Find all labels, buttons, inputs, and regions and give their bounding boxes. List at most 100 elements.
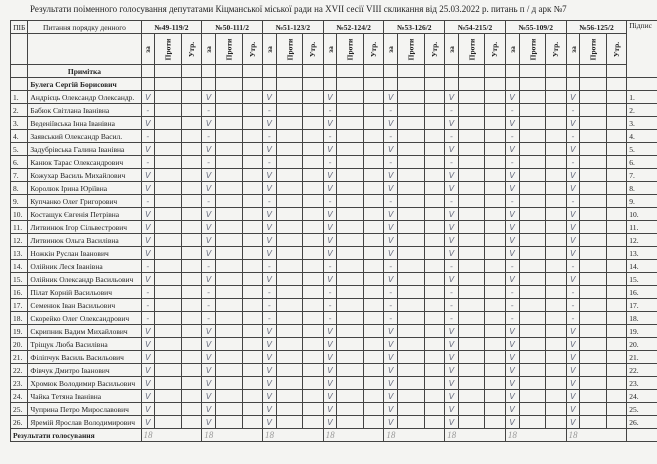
row-number: 26. xyxy=(9,415,29,429)
deputy-row: 15. Олійник Олександр Васильович V V V V V V V V 1… xyxy=(9,272,657,286)
empty-cell xyxy=(302,181,324,195)
empty-cell xyxy=(302,233,324,247)
vote-mark: - xyxy=(383,103,399,117)
empty-cell xyxy=(363,259,385,273)
row-number: 20. xyxy=(9,337,29,351)
result-count: 18 xyxy=(140,428,203,442)
empty-cell xyxy=(214,142,243,156)
empty-cell xyxy=(579,311,607,325)
empty-cell xyxy=(363,181,385,195)
vote-mark: V xyxy=(201,246,216,260)
empty-cell xyxy=(302,207,324,221)
empty-cell xyxy=(605,103,628,117)
question-header: №54-215/2 xyxy=(444,20,506,34)
empty-cell xyxy=(484,259,506,273)
empty-cell xyxy=(605,324,628,338)
row-number: 11. xyxy=(9,220,29,234)
empty-cell xyxy=(214,415,243,429)
empty-cell xyxy=(579,142,607,156)
empty-cell xyxy=(214,181,243,195)
empty-cell xyxy=(302,246,324,260)
empty-cell xyxy=(423,311,446,325)
signature-cell: 25. xyxy=(626,402,657,416)
empty-cell xyxy=(605,207,628,221)
vote-mark: V xyxy=(261,376,277,390)
sub-header-cell: Утр. xyxy=(241,33,263,65)
empty-cell xyxy=(275,129,304,143)
empty-cell xyxy=(363,233,385,247)
vote-mark: V xyxy=(322,389,338,403)
vote-mark: - xyxy=(322,285,338,299)
empty-cell xyxy=(214,233,243,247)
empty-cell xyxy=(214,246,243,260)
deputy-name: Королюк Ірина Юріївна xyxy=(27,181,142,195)
empty-cell xyxy=(363,246,385,260)
vote-mark: - xyxy=(444,259,459,273)
empty-cell xyxy=(518,402,547,416)
sub-header: Утр. xyxy=(187,41,197,57)
vote-mark: V xyxy=(261,272,277,286)
empty-cell xyxy=(423,350,446,364)
vote-mark: V xyxy=(322,142,338,156)
question-header: №51-123/2 xyxy=(261,20,324,34)
empty-cell xyxy=(545,129,567,143)
empty-cell xyxy=(579,246,607,260)
vote-mark: V xyxy=(201,415,216,429)
empty-cell xyxy=(605,337,628,351)
vote-mark: V xyxy=(444,376,459,390)
empty-cell xyxy=(261,77,277,91)
vote-mark: V xyxy=(504,415,520,429)
empty-cell xyxy=(180,207,203,221)
vote-mark: V xyxy=(140,337,156,351)
empty-cell xyxy=(579,402,607,416)
empty-cell xyxy=(423,194,446,208)
vote-mark: - xyxy=(140,194,156,208)
deputy-row: 12. Литвинюк Ольга Василівна V V V V V V V V 12. xyxy=(9,233,657,247)
vote-mark: - xyxy=(504,155,520,169)
sub-header-cell: за xyxy=(504,33,520,65)
vote-mark: V xyxy=(444,272,459,286)
sub-header-cell: за xyxy=(261,33,277,65)
vote-mark: V xyxy=(444,207,459,221)
empty-cell xyxy=(423,116,446,130)
vote-mark: V xyxy=(444,233,459,247)
vote-mark: V xyxy=(261,142,277,156)
vote-mark: V xyxy=(565,246,581,260)
signature-cell: 5. xyxy=(626,142,657,156)
vote-mark: V xyxy=(140,272,156,286)
empty-cell xyxy=(302,324,324,338)
empty-cell xyxy=(518,155,547,169)
empty-cell xyxy=(154,272,182,286)
empty-cell xyxy=(605,350,628,364)
signature-cell: 26. xyxy=(626,415,657,429)
empty-cell xyxy=(518,116,547,130)
empty-cell xyxy=(423,415,446,429)
question-header: №55-109/2 xyxy=(504,20,567,34)
empty-cell xyxy=(423,233,446,247)
empty-cell xyxy=(457,311,486,325)
vote-mark: - xyxy=(261,155,277,169)
empty-cell xyxy=(154,402,182,416)
vote-mark: V xyxy=(444,220,459,234)
empty-cell xyxy=(363,311,385,325)
signature-cell: 24. xyxy=(626,389,657,403)
empty-cell xyxy=(605,285,628,299)
vote-mark: V xyxy=(383,363,399,377)
empty-cell xyxy=(565,77,581,91)
empty-cell xyxy=(423,363,446,377)
empty-cell xyxy=(275,90,304,104)
empty-cell xyxy=(484,64,506,78)
signature-cell xyxy=(626,77,657,91)
vote-mark: V xyxy=(201,376,216,390)
empty-cell xyxy=(484,129,506,143)
empty-cell xyxy=(275,324,304,338)
empty-cell xyxy=(275,259,304,273)
empty-cell xyxy=(518,246,547,260)
empty-cell xyxy=(457,116,486,130)
empty-cell xyxy=(363,207,385,221)
vote-mark: V xyxy=(201,233,216,247)
vote-mark: V xyxy=(565,402,581,416)
empty-cell xyxy=(241,90,263,104)
empty-cell xyxy=(363,103,385,117)
empty-cell xyxy=(336,103,365,117)
